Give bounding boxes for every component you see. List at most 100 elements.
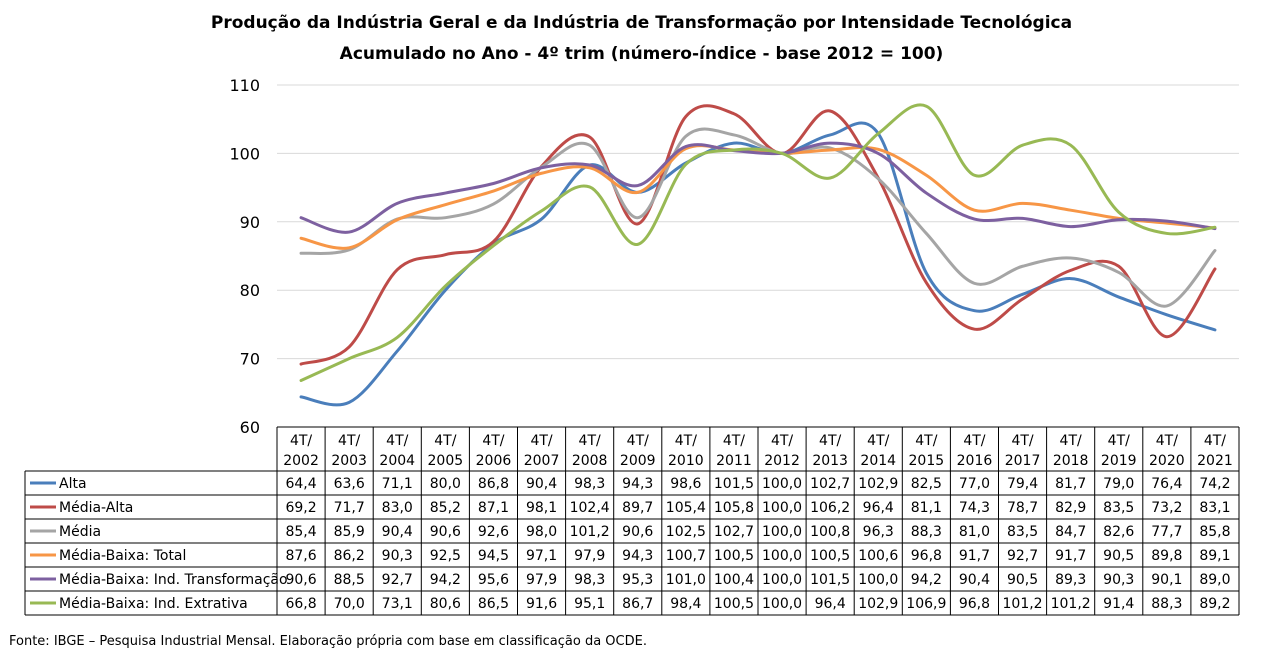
- x-category-label: 4T/: [675, 433, 697, 449]
- data-table-value: 97,9: [526, 572, 557, 588]
- data-table-value: 100,0: [858, 572, 898, 588]
- data-table-value: 98,0: [526, 524, 557, 540]
- data-table-value: 79,4: [1007, 476, 1038, 492]
- x-category-label: 2002: [283, 453, 319, 469]
- x-category-label: 2010: [668, 453, 704, 469]
- data-table-value: 100,0: [762, 596, 802, 612]
- data-table-value: 87,1: [478, 500, 509, 516]
- x-category-label: 2007: [524, 453, 560, 469]
- data-table-value: 102,9: [858, 476, 898, 492]
- data-table-value: 84,7: [1055, 524, 1086, 540]
- x-category-label: 4T/: [338, 433, 360, 449]
- x-category-label: 4T/: [1156, 433, 1178, 449]
- data-table-value: 90,6: [430, 524, 461, 540]
- data-table-value: 95,6: [478, 572, 509, 588]
- data-table-value: 94,2: [430, 572, 461, 588]
- data-table-value: 98,3: [574, 476, 605, 492]
- data-table-value: 91,4: [1103, 596, 1134, 612]
- x-category-label: 2021: [1197, 453, 1233, 469]
- data-table-value: 101,2: [570, 524, 610, 540]
- data-table-value: 90,4: [526, 476, 557, 492]
- y-tick-label: 80: [240, 281, 260, 300]
- data-table-value: 90,4: [959, 572, 990, 588]
- data-table-value: 89,7: [622, 500, 653, 516]
- data-table-value: 86,8: [478, 476, 509, 492]
- data-table-value: 92,6: [478, 524, 509, 540]
- data-table-value: 97,1: [526, 548, 557, 564]
- data-table-value: 88,3: [911, 524, 942, 540]
- data-table-value: 78,7: [1007, 500, 1038, 516]
- x-category-label: 2005: [428, 453, 464, 469]
- data-table-value: 98,6: [670, 476, 701, 492]
- x-category-label: 2017: [1005, 453, 1041, 469]
- legend-label: Média-Baixa: Ind. Extrativa: [59, 596, 248, 612]
- x-category-label: 4T/: [386, 433, 408, 449]
- data-table-value: 89,1: [1199, 548, 1230, 564]
- data-table-value: 90,6: [622, 524, 653, 540]
- series-line-4: [299, 144, 1217, 250]
- data-table-value: 74,3: [959, 500, 990, 516]
- x-category-label: 4T/: [290, 433, 312, 449]
- legend-label: Média-Baixa: Total: [59, 548, 186, 564]
- x-category-label: 4T/: [723, 433, 745, 449]
- data-table-value: 100,0: [762, 476, 802, 492]
- x-category-label: 2004: [379, 453, 415, 469]
- x-category-label: 4T/: [963, 433, 985, 449]
- data-table-value: 90,4: [382, 524, 413, 540]
- data-table-value: 95,3: [622, 572, 653, 588]
- data-table-value: 100,4: [714, 572, 754, 588]
- data-table-value: 63,6: [334, 476, 365, 492]
- data-table-value: 85,8: [1199, 524, 1230, 540]
- data-table-value: 79,0: [1103, 476, 1134, 492]
- data-table-value: 90,3: [382, 548, 413, 564]
- data-table-value: 100,8: [810, 524, 850, 540]
- data-table-value: 100,0: [762, 548, 802, 564]
- legend-label: Média: [59, 524, 101, 540]
- x-category-label: 4T/: [867, 433, 889, 449]
- data-table-value: 105,8: [714, 500, 754, 516]
- data-table-value: 81,7: [1055, 476, 1086, 492]
- data-table-value: 73,2: [1151, 500, 1182, 516]
- data-table-value: 71,7: [334, 500, 365, 516]
- data-table-value: 101,5: [714, 476, 754, 492]
- data-table-value: 88,5: [334, 572, 365, 588]
- data-table-value: 96,3: [863, 524, 894, 540]
- x-category-label: 4T/: [915, 433, 937, 449]
- legend-label: Média-Alta: [59, 500, 133, 516]
- legend-label: Média-Baixa: Ind. Transformação: [59, 572, 288, 588]
- chart-title: Produção da Indústria Geral e da Indústr…: [210, 13, 1073, 33]
- data-table-value: 90,6: [285, 572, 316, 588]
- data-table-value: 102,7: [714, 524, 754, 540]
- data-table-value: 92,7: [382, 572, 413, 588]
- legend-label: Alta: [59, 476, 87, 492]
- data-table-value: 74,2: [1199, 476, 1230, 492]
- x-category-label: 2020: [1149, 453, 1185, 469]
- data-table-value: 98,4: [670, 596, 701, 612]
- x-category-label: 4T/: [819, 433, 841, 449]
- data-table-value: 96,8: [959, 596, 990, 612]
- data-table-value: 83,1: [1199, 500, 1230, 516]
- chart-subtitle: Acumulado no Ano - 4º trim (número-índic…: [339, 44, 944, 64]
- y-tick-label: 90: [240, 213, 260, 232]
- x-category-label: 2006: [476, 453, 512, 469]
- data-table-value: 98,3: [574, 572, 605, 588]
- x-category-label: 2013: [812, 453, 848, 469]
- series-line-3: [299, 127, 1217, 308]
- x-category-label: 4T/: [627, 433, 649, 449]
- data-table-value: 87,6: [285, 548, 316, 564]
- data-table-value: 69,2: [285, 500, 316, 516]
- data-table-value: 101,2: [1051, 596, 1091, 612]
- x-category-label: 2015: [909, 453, 945, 469]
- x-category-label: 2003: [331, 453, 367, 469]
- series-line-1: [299, 121, 1217, 407]
- x-category-label: 4T/: [434, 433, 456, 449]
- data-table-value: 102,4: [570, 500, 610, 516]
- data-table-value: 89,8: [1151, 548, 1182, 564]
- data-table-value: 77,0: [959, 476, 990, 492]
- x-category-label: 4T/: [1060, 433, 1082, 449]
- data-table-value: 76,4: [1151, 476, 1182, 492]
- data-table-value: 100,5: [714, 596, 754, 612]
- data-table-value: 96,8: [911, 548, 942, 564]
- data-table-value: 82,9: [1055, 500, 1086, 516]
